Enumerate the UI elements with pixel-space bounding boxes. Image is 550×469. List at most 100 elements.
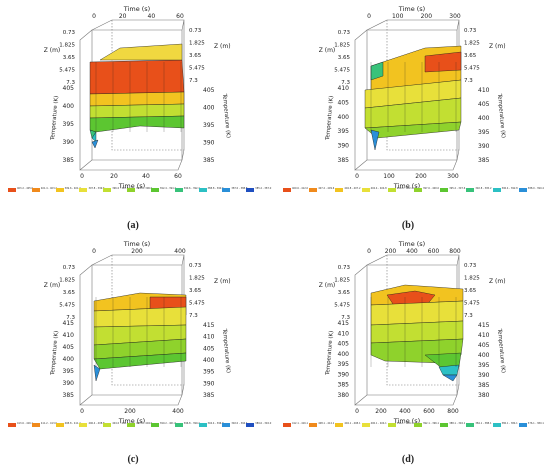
z-axis-label-right: Z (m): [214, 43, 231, 50]
z-tick-right: 5.475: [189, 301, 205, 307]
z-tick-right: 7.3: [464, 78, 473, 84]
temp-tick-right: 380: [478, 392, 490, 399]
panel-caption: (c): [127, 454, 139, 465]
z-tick: 7.3: [341, 80, 350, 86]
legend-swatch: [387, 188, 396, 192]
legend-label: 404.0 - 406.4: [112, 422, 129, 425]
time-tick-top: 200: [421, 13, 433, 20]
panel-d: Time (s) 0 200 400 600 800 0 200 400 600 800 Time (…: [275, 235, 550, 469]
temp-tick-left: 400: [63, 103, 75, 110]
legend-swatch: [361, 423, 370, 427]
legend-swatch: [55, 188, 64, 192]
legend-label: 404.1 - 408.1: [344, 422, 361, 425]
time-tick-bottom: 20: [110, 173, 118, 180]
legend-swatch: [361, 188, 370, 192]
legend-swatch: [518, 188, 527, 192]
legend-swatch: [309, 423, 318, 427]
color-legend: 409.6 - 412.0 407.2 - 409.6 404.8 - 407.2 4…: [283, 187, 545, 193]
time-tick-bottom: 0: [355, 173, 359, 180]
legend-swatch: [466, 423, 475, 427]
z-tick-right: 7.3: [189, 78, 198, 84]
time-tick-top: 0: [92, 13, 96, 20]
surface-band-5: [93, 352, 187, 370]
time-axis-label-top: Time (s): [123, 5, 150, 13]
legend-swatch: [103, 423, 112, 427]
temp-tick-right: 410: [203, 334, 215, 341]
legend-swatch: [222, 423, 231, 427]
z-tick: 3.65: [338, 290, 351, 296]
panel-a: Time (s) 0 20 40 60 0 20 40 60 Time (s) 0.73 1.825 3…: [0, 0, 275, 234]
legend-label: 396.0 - 397.8: [112, 187, 129, 190]
legend-swatch: [8, 423, 16, 427]
time-tick-bottom: 60: [174, 173, 182, 180]
temp-tick-right: 400: [203, 357, 215, 364]
panel-caption: (a): [127, 220, 139, 231]
legend-label: 400.0 - 402.4: [396, 187, 413, 190]
z-axis-label-right: Z (m): [214, 278, 231, 285]
z-axis-label: Z (m): [319, 47, 336, 54]
temp-tick-left: 385: [63, 392, 75, 399]
legend-swatch: [55, 423, 64, 427]
temp-tick-right: 405: [478, 342, 490, 349]
legend-swatch: [79, 188, 88, 192]
surface-band-1: [89, 91, 185, 107]
surface-band-3: [89, 115, 185, 133]
z-tick: 5.475: [334, 68, 350, 74]
temp-tick-right: 415: [203, 322, 215, 329]
legend-swatch: [466, 188, 475, 192]
temp-axis-label-right: Temperature (K): [221, 327, 231, 373]
legend-label: 404.8 - 407.2: [344, 187, 361, 190]
surface-plot: Time (s) 0 200 400 0 200 400 Time (s) 0.73 1.825 3…: [44, 240, 231, 425]
legend-label: 394.4 - 396.8: [207, 422, 224, 425]
temp-tick-right: 410: [478, 87, 490, 94]
time-tick-top: 300: [449, 13, 461, 20]
legend-swatch: [127, 423, 136, 427]
legend-label: 397.6 - 400.0: [423, 187, 440, 190]
temp-tick-left: 410: [338, 330, 350, 337]
z-tick: 3.65: [63, 55, 76, 61]
time-tick-bottom: 400: [172, 408, 184, 415]
legend-label: 412.1 - 416.1: [292, 422, 309, 425]
z-tick-right: 3.65: [189, 53, 202, 59]
surface-plot: Time (s) 0 100 200 300 0 100 200 300 Time (s) 0.73…: [319, 5, 506, 190]
legend-swatch: [198, 188, 207, 192]
legend-label: 400.1 - 404.1: [370, 422, 387, 425]
z-tick-right: 0.73: [189, 263, 202, 269]
legend-label: 392.8 - 395.2: [475, 187, 492, 190]
panel-b: Time (s) 0 100 200 300 0 100 200 300 Time (s) 0.73…: [275, 0, 550, 234]
z-tick: 7.3: [66, 315, 75, 321]
time-tick-bottom: 800: [447, 408, 459, 415]
temp-tick-left: 400: [338, 351, 350, 358]
legend-swatch: [440, 188, 449, 192]
surface-band-2: [89, 103, 185, 119]
temp-tick-right: 390: [478, 143, 490, 150]
z-tick-right: 5.475: [464, 66, 480, 72]
legend-swatch: [127, 188, 136, 192]
z-tick: 3.65: [63, 290, 76, 296]
legend-swatch: [174, 423, 183, 427]
time-tick-bottom: 300: [447, 173, 459, 180]
temp-tick-left: 390: [63, 380, 75, 387]
temp-axis-label-left: Temperature (K): [50, 330, 60, 376]
z-tick: 1.825: [334, 278, 350, 284]
z-tick: 5.475: [334, 303, 350, 309]
legend-label: 392.0 - 394.4: [231, 422, 248, 425]
z-tick-right: 1.825: [189, 276, 205, 282]
legend-label: 392.1 - 396.1: [423, 422, 440, 425]
surface-band-5: [424, 352, 462, 370]
legend-swatch: [309, 188, 318, 192]
legend-swatch: [31, 423, 40, 427]
time-tick-top: 100: [392, 13, 404, 20]
legend-label: 388.0 - 390.4: [527, 187, 544, 190]
surface-band-7: [442, 374, 458, 382]
surface-mesh: [370, 297, 457, 367]
time-axis-label-top: Time (s): [123, 240, 150, 248]
time-tick-top: 400: [174, 248, 186, 255]
surface-mesh: [95, 297, 182, 367]
temp-tick-left: 390: [338, 371, 350, 378]
time-tick-bottom: 0: [80, 408, 84, 415]
time-tick-bottom: 400: [399, 408, 411, 415]
temp-axis-label-right: Temperature (K): [496, 327, 506, 373]
z-tick-right: 0.73: [189, 28, 202, 34]
legend-label: 380.1 - 384.1: [501, 422, 518, 425]
